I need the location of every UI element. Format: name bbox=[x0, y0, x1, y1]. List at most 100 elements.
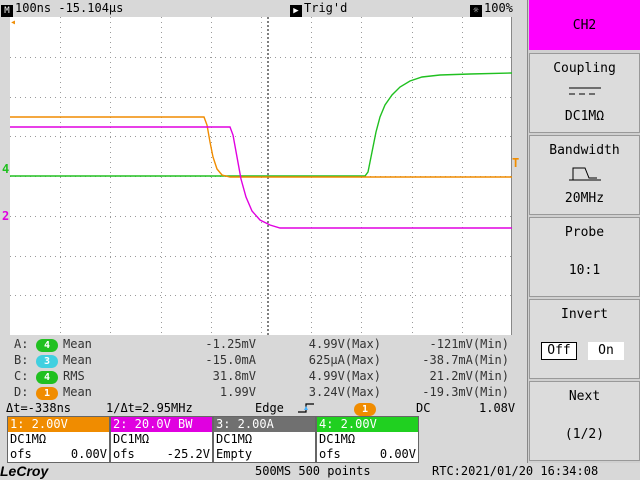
measurement-slot: D: bbox=[14, 385, 29, 399]
waveform-ch2 bbox=[10, 126, 512, 229]
channel-offset-label: ofs bbox=[10, 447, 32, 461]
channel-header: 1: 2.00V bbox=[8, 417, 109, 432]
measurement-value: 1.99V bbox=[219, 385, 256, 399]
measurement-max: 4.99V(Max) bbox=[308, 369, 381, 383]
acquisition-info: 500MS 500 points bbox=[255, 464, 371, 478]
measurement-row[interactable]: A: 4 Mean -1.25mV 4.99V(Max) -121mV(Min) bbox=[0, 336, 527, 352]
invert-off-option[interactable]: Off bbox=[541, 342, 577, 360]
channel-offset-label: ofs bbox=[113, 447, 135, 461]
waveform-ch1 bbox=[10, 116, 512, 178]
measurement-value: -15.0mA bbox=[205, 353, 256, 367]
invert-label: Invert bbox=[561, 307, 608, 322]
measurement-value: -1.25mV bbox=[205, 337, 256, 351]
waveform-display[interactable] bbox=[10, 17, 512, 335]
channel-header: 2: 20.0V BW bbox=[111, 417, 212, 432]
waveform-ch4 bbox=[10, 72, 512, 177]
measurement-type: Mean bbox=[63, 353, 92, 367]
invert-button[interactable]: Invert Off On bbox=[529, 299, 640, 379]
probe-label: Probe bbox=[564, 225, 605, 240]
trigger-level-marker[interactable]: T bbox=[512, 156, 520, 170]
bandwidth-value: 20MHz bbox=[564, 191, 605, 206]
coupling-button[interactable]: Coupling DC1MΩ bbox=[529, 53, 640, 133]
measurement-channel: 4 bbox=[36, 339, 58, 352]
channel-offset-label: Empty bbox=[216, 447, 253, 461]
next-page: (1/2) bbox=[564, 427, 605, 442]
bandwidth-label: Bandwidth bbox=[549, 143, 620, 158]
cursor-trigger-row: Δt=-338ns 1/Δt=2.95MHz Edge 1 DC 1.08V bbox=[0, 400, 527, 416]
coupling-label: Coupling bbox=[553, 61, 616, 76]
measurement-row[interactable]: B: 3 Mean -15.0mA 625µA(Max) -38.7mA(Min) bbox=[0, 352, 527, 368]
delta-t: Δt=-338ns bbox=[6, 401, 72, 415]
measurement-max: 3.24V(Max) bbox=[308, 385, 381, 399]
probe-value: 10:1 bbox=[568, 263, 601, 278]
channel-box-3[interactable]: 3: 2.00A DC1MΩ Empty bbox=[213, 416, 316, 463]
trigger-status-text: Trig'd bbox=[304, 1, 348, 15]
timebase-value: 100ns -15.104µs bbox=[15, 1, 124, 15]
measurement-max: 4.99V(Max) bbox=[308, 337, 381, 351]
channel-offset-row: Empty bbox=[214, 447, 315, 462]
trigger-position-marker[interactable]: ◂ bbox=[10, 17, 17, 28]
measurement-min: -121mV(Min) bbox=[429, 337, 509, 351]
measurement-slot: A: bbox=[14, 337, 29, 351]
timebase-icon: M bbox=[1, 5, 13, 17]
channel-offset-value: 0.00V bbox=[70, 447, 107, 461]
measurement-channel-badge: 3 bbox=[36, 353, 58, 369]
invert-on-option[interactable]: On bbox=[588, 342, 624, 360]
measurement-slot: B: bbox=[14, 353, 29, 367]
measurement-min: -19.3mV(Min) bbox=[422, 385, 509, 399]
channel-coupling: DC1MΩ bbox=[10, 432, 47, 446]
measurement-channel: 3 bbox=[36, 355, 58, 368]
measurement-channel-badge: 4 bbox=[36, 369, 58, 385]
channel-offset-label: ofs bbox=[319, 447, 341, 461]
measurement-channel-badge: 1 bbox=[36, 385, 58, 401]
graticule bbox=[10, 17, 512, 335]
trigger-coupling: DC bbox=[416, 401, 431, 415]
channel-box-1[interactable]: 1: 2.00V DC1MΩ ofs 0.00V bbox=[7, 416, 110, 463]
brightness-readout[interactable]: ☼ 100% bbox=[470, 1, 513, 17]
lecroy-logo: LeCroy bbox=[0, 463, 49, 479]
measurement-channel-badge: 4 bbox=[36, 337, 58, 353]
status-bar: M 100ns -15.104µs ▶ Trig'd ☼ 100% bbox=[0, 0, 527, 17]
measurement-row[interactable]: C: 4 RMS 31.8mV 4.99V(Max) 21.2mV(Min) bbox=[0, 368, 527, 384]
trigger-status[interactable]: ▶ Trig'd bbox=[290, 1, 348, 17]
channel-offset-row: ofs -25.2V bbox=[111, 447, 212, 462]
edge-icon bbox=[298, 402, 320, 418]
channel-offset-value: 0.00V bbox=[379, 447, 416, 461]
measurement-channel: 1 bbox=[36, 387, 58, 400]
measurement-slot: C: bbox=[14, 369, 29, 383]
timebase-readout[interactable]: M 100ns -15.104µs bbox=[1, 1, 124, 17]
measurement-table: A: 4 Mean -1.25mV 4.99V(Max) -121mV(Min) B: 3 Me… bbox=[0, 336, 527, 400]
channel-offset-value: -25.2V bbox=[166, 447, 210, 461]
measurement-type: Mean bbox=[63, 385, 92, 399]
play-icon: ▶ bbox=[290, 5, 302, 17]
channel-header: 3: 2.00A bbox=[214, 417, 315, 432]
measurement-max: 625µA(Max) bbox=[308, 353, 381, 367]
brightness-value: 100% bbox=[484, 1, 513, 15]
next-label: Next bbox=[568, 389, 601, 404]
trigger-source: 1 bbox=[354, 403, 376, 416]
brightness-icon: ☼ bbox=[470, 5, 482, 17]
channel-offset-row: ofs 0.00V bbox=[8, 447, 109, 462]
trigger-level: 1.08V bbox=[479, 401, 516, 415]
measurement-min: 21.2mV(Min) bbox=[429, 369, 509, 383]
measurement-min: -38.7mA(Min) bbox=[422, 353, 509, 367]
channel-coupling: DC1MΩ bbox=[113, 432, 150, 446]
channel-box-2[interactable]: 2: 20.0V BW DC1MΩ ofs -25.2V bbox=[110, 416, 213, 463]
next-menu-button[interactable]: Next (1/2) bbox=[529, 381, 640, 461]
dc-coupling-icon bbox=[530, 84, 639, 102]
trigger-type[interactable]: Edge bbox=[255, 401, 284, 415]
measurement-row[interactable]: D: 1 Mean 1.99V 3.24V(Max) -19.3mV(Min) bbox=[0, 384, 527, 400]
trigger-source-badge[interactable]: 1 bbox=[354, 401, 376, 417]
menu-channel-label: CH2 bbox=[572, 18, 597, 33]
probe-button[interactable]: Probe 10:1 bbox=[529, 217, 640, 297]
measurement-channel: 4 bbox=[36, 371, 58, 384]
measurement-value: 31.8mV bbox=[212, 369, 256, 383]
filter-icon bbox=[530, 164, 639, 188]
channel-box-4[interactable]: 4: 2.00V DC1MΩ ofs 0.00V bbox=[316, 416, 419, 463]
bandwidth-button[interactable]: Bandwidth 20MHz bbox=[529, 135, 640, 215]
measurement-type: Mean bbox=[63, 337, 92, 351]
ch4-ground-marker[interactable]: 4 bbox=[2, 162, 10, 176]
bottom-bar: LeCroy 500MS 500 points RTC:2021/01/20 1… bbox=[0, 463, 640, 480]
ch2-ground-marker[interactable]: 2 bbox=[2, 209, 10, 223]
channel-coupling: DC1MΩ bbox=[216, 432, 253, 446]
